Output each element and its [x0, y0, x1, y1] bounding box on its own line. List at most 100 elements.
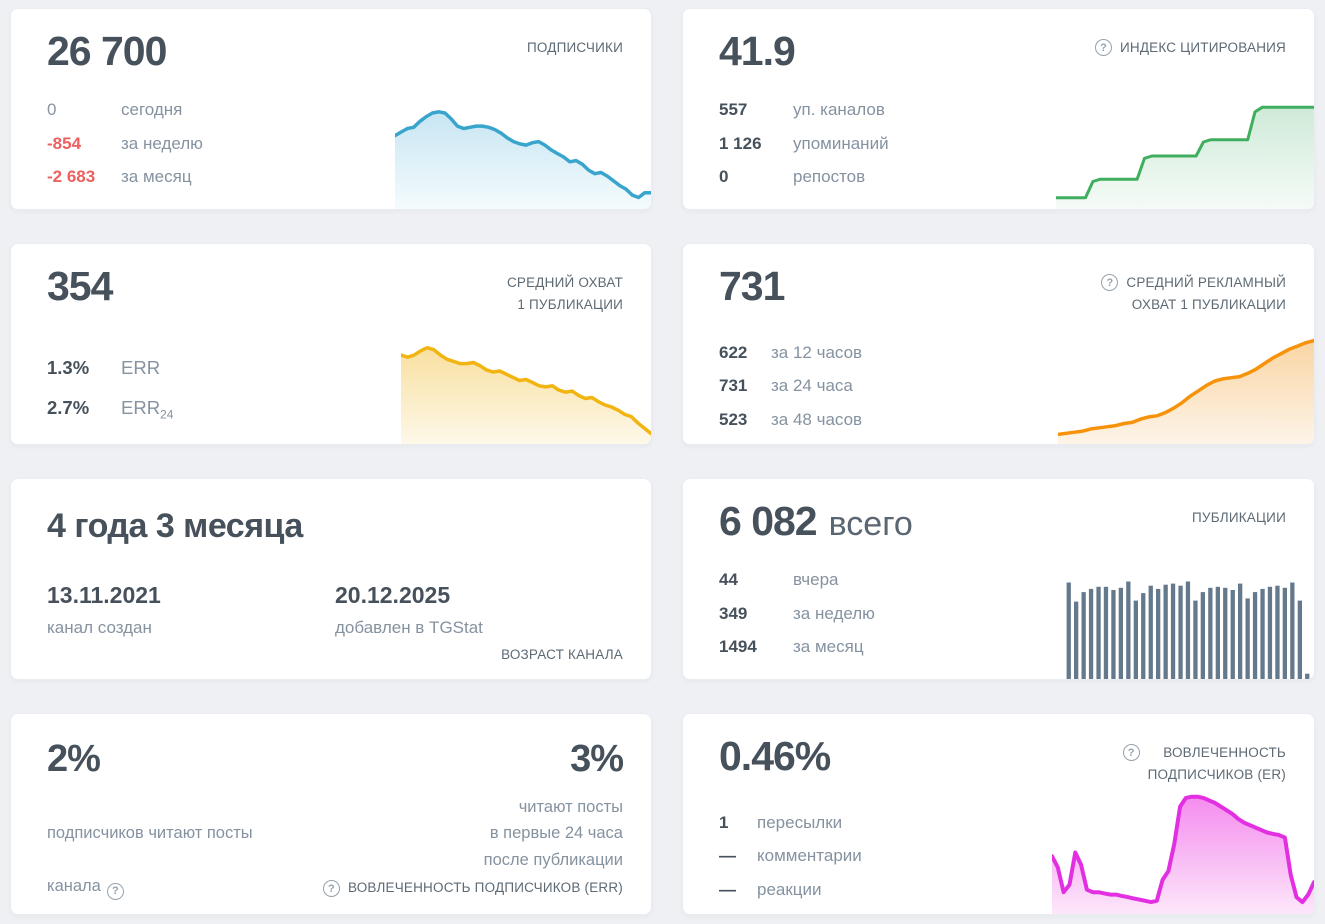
citation-index-card: 41.9 ? ИНДЕКС ЦИТИРОВАНИЯ 557 уп. канало… — [682, 8, 1315, 210]
stat-value: 731 — [719, 376, 748, 396]
avg-ad-reach-sparkline-chart — [1058, 338, 1314, 444]
stat-label: упоминаний — [793, 133, 889, 153]
help-icon[interactable]: ? — [1094, 39, 1112, 56]
stat-label: за 48 часов — [771, 409, 863, 429]
er-title: ? ВОВЛЕЧЕННОСТЬ ПОДПИСЧИКОВ (ER) — [1122, 734, 1286, 787]
date-added-label: добавлен в TGStat — [335, 618, 483, 637]
channel-age-value: 4 года 3 месяца — [47, 507, 303, 545]
stat-row-yesterday: 44 вчера — [719, 570, 1286, 590]
avg-reach-card: 354 СРЕДНИЙ ОХВАТ 1 ПУБЛИКАЦИИ 1.3% ERR … — [10, 243, 652, 445]
stat-row-month: 1494 за месяц — [719, 637, 1286, 657]
help-icon[interactable]: ? — [1101, 274, 1119, 291]
stat-value: 349 — [719, 603, 748, 623]
stat-value: — — [719, 846, 736, 866]
stat-row-channels: 557 уп. каналов — [719, 100, 1286, 120]
er-title-text: ВОВЛЕЧЕННОСТЬ ПОДПИСЧИКОВ (ER) — [1147, 745, 1286, 783]
stat-value: 0 — [47, 100, 57, 120]
stat-row-week: 349 за неделю — [719, 604, 1286, 624]
err-read-24h: 3% читают посты в первые 24 часа после п… — [484, 738, 624, 900]
publications-title: ПУБЛИКАЦИИ — [1192, 499, 1286, 529]
stat-label: за неделю — [121, 133, 203, 153]
er-stats: 1 пересылки — комментарии — реакции — [719, 813, 1286, 900]
stat-label: вчера — [793, 570, 839, 590]
stat-row-week: -854 за неделю — [47, 134, 623, 154]
stat-row-reactions: — реакции — [719, 880, 1286, 900]
stat-label: за месяц — [121, 167, 192, 187]
err-read-posts-value: 2% — [47, 738, 101, 780]
err-footer: ? ВОВЛЕЧЕННОСТЬ ПОДПИСЧИКОВ (ERR) — [322, 878, 623, 897]
publications-title-text: ПУБЛИКАЦИИ — [1192, 510, 1286, 525]
avg-ad-reach-stats: 622 за 12 часов 731 за 24 часа 523 за 48… — [719, 343, 1286, 430]
stat-value: -854 — [47, 133, 82, 153]
avg-ad-reach-title: ? СРЕДНИЙ РЕКЛАМНЫЙ ОХВАТ 1 ПУБЛИКАЦИИ — [1101, 264, 1286, 317]
subscribers-title-text: ПОДПИСЧИКИ — [526, 40, 623, 55]
err-footer-text: ВОВЛЕЧЕННОСТЬ ПОДПИСЧИКОВ (ERR) — [347, 880, 623, 895]
stat-row-forwards: 1 пересылки — [719, 813, 1286, 833]
publications-value-suffix: всего — [828, 505, 913, 543]
stat-value: 622 — [719, 342, 748, 362]
subscribers-sparkline-chart — [395, 110, 651, 209]
stat-value: 0 — [719, 167, 729, 187]
stat-value: 2.7% — [47, 397, 90, 419]
stat-row-today: 0 сегодня — [47, 100, 623, 120]
channel-age-dates: 13.11.2021 канал создан 20.12.2025 добав… — [47, 582, 623, 638]
stat-label: реакции — [757, 879, 822, 899]
stat-row-48h: 523 за 48 часов — [719, 410, 1286, 430]
date-created: 13.11.2021 канал создан — [47, 582, 335, 638]
stat-value: — — [719, 879, 736, 899]
help-icon[interactable]: ? — [322, 880, 340, 897]
stat-value: 1 126 — [719, 133, 762, 153]
subscribers-title: ПОДПИСЧИКИ — [527, 29, 623, 59]
stat-label: комментарии — [757, 846, 862, 866]
stat-row-month: -2 683 за месяц — [47, 167, 623, 187]
avg-reach-title: СРЕДНИЙ ОХВАТ 1 ПУБЛИКАЦИИ — [507, 264, 623, 317]
subscribers-card: 26 700 ПОДПИСЧИКИ 0 сегодня -854 за неде… — [10, 8, 652, 210]
stat-row-err24: 2.7% ERR24 — [47, 397, 623, 422]
date-added-value: 20.12.2025 — [335, 582, 451, 608]
er-sparkline-chart — [1052, 794, 1314, 914]
citation-index-value: 41.9 — [719, 28, 796, 74]
help-icon[interactable]: ? — [1122, 744, 1140, 761]
stat-value: 557 — [719, 100, 748, 120]
subscribers-stats: 0 сегодня -854 за неделю -2 683 за месяц — [47, 100, 623, 187]
channel-age-card: 4 года 3 месяца 13.11.2021 канал создан … — [10, 478, 652, 680]
date-added: 20.12.2025 добавлен в TGStat — [335, 582, 623, 638]
avg-ad-reach-value: 731 — [719, 263, 785, 309]
stat-row-err: 1.3% ERR — [47, 357, 623, 382]
date-created-value: 13.11.2021 — [47, 582, 161, 608]
publications-bar-chart — [1066, 581, 1310, 679]
cards-grid: 26 700 ПОДПИСЧИКИ 0 сегодня -854 за неде… — [10, 8, 1315, 915]
stat-value: -2 683 — [47, 167, 96, 187]
err-read-posts-caption: подписчиков читают посты канала? — [47, 794, 253, 901]
date-created-label: канал создан — [47, 618, 152, 637]
stat-row-comments: — комментарии — [719, 846, 1286, 866]
stat-label: за месяц — [793, 637, 864, 657]
stat-value: 1 — [719, 812, 729, 832]
stat-row-24h: 731 за 24 часа — [719, 376, 1286, 396]
stat-label: репостов — [793, 167, 866, 187]
channel-age-footer: ВОЗРАСТ КАНАЛА — [501, 647, 623, 662]
avg-reach-sparkline-chart — [401, 345, 651, 444]
help-icon[interactable]: ? — [106, 883, 124, 901]
err-read-posts: 2% подписчиков читают посты канала? — [47, 738, 253, 901]
stat-value: 523 — [719, 409, 748, 429]
publications-value: 6 082 — [719, 498, 818, 544]
publications-card: 6 082 всего ПУБЛИКАЦИИ 44 вчера 349 за н… — [682, 478, 1315, 680]
er-card: 0.46% ? ВОВЛЕЧЕННОСТЬ ПОДПИСЧИКОВ (ER) 1… — [682, 713, 1315, 915]
stat-label: ERR24 — [121, 397, 174, 422]
avg-reach-stats: 1.3% ERR 2.7% ERR24 — [47, 357, 623, 422]
citation-stats: 557 уп. каналов 1 126 упоминаний 0 репос… — [719, 100, 1286, 187]
publications-stats: 44 вчера 349 за неделю 1494 за месяц — [719, 570, 1286, 657]
err-card: 2% подписчиков читают посты канала? 3% ч… — [10, 713, 652, 915]
avg-ad-reach-title-text: СРЕДНИЙ РЕКЛАМНЫЙ ОХВАТ 1 ПУБЛИКАЦИИ — [1126, 275, 1286, 313]
stat-label: уп. каналов — [793, 100, 885, 120]
stat-label: за неделю — [793, 603, 875, 623]
citation-sparkline-chart — [1056, 105, 1314, 209]
stat-value: 1494 — [719, 637, 757, 657]
stat-label: ERR — [121, 356, 161, 378]
stat-label: пересылки — [757, 812, 843, 832]
avg-ad-reach-card: 731 ? СРЕДНИЙ РЕКЛАМНЫЙ ОХВАТ 1 ПУБЛИКАЦ… — [682, 243, 1315, 445]
avg-reach-title-text: СРЕДНИЙ ОХВАТ 1 ПУБЛИКАЦИИ — [506, 275, 623, 313]
avg-reach-value: 354 — [47, 263, 113, 309]
